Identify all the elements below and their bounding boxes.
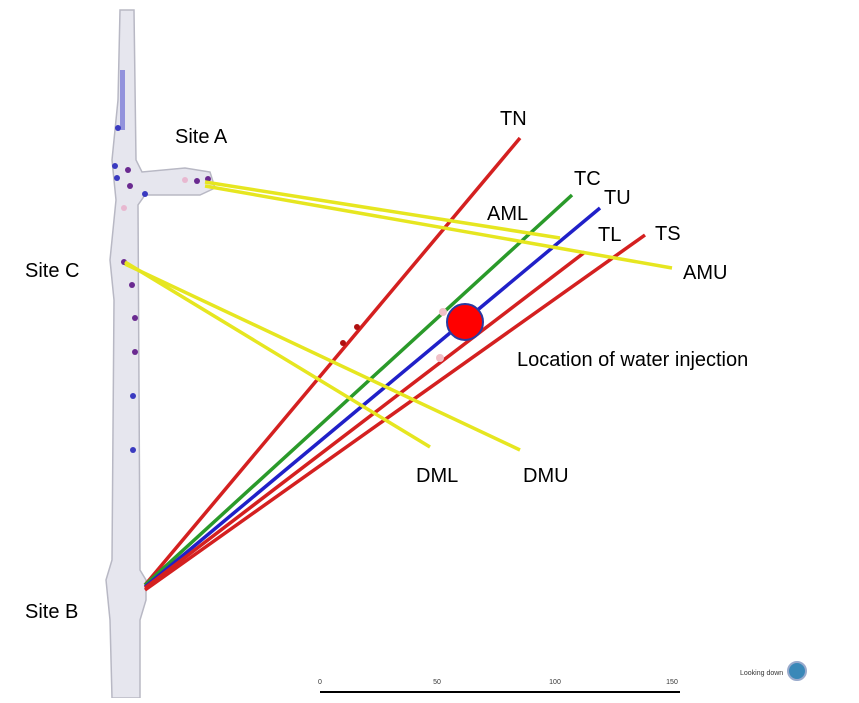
site-label: Site C — [25, 260, 79, 282]
borehole-tl — [145, 252, 585, 588]
borehole-dml — [125, 262, 430, 447]
borehole-label: TN — [500, 108, 527, 130]
scale-bar: 0 50 100 150 Looking down — [318, 662, 806, 692]
site-label: Site A — [175, 126, 228, 148]
borehole-label: AML — [487, 203, 528, 225]
borehole-label: TS — [655, 223, 681, 245]
diagram: Site A Site C Site B TN TC TU AML TL TS … — [0, 0, 859, 698]
scale-tick: 100 — [549, 679, 561, 686]
site-label: Site B — [25, 601, 78, 623]
borehole-label: DMU — [523, 465, 569, 487]
borehole-tu — [145, 208, 600, 587]
sensor — [436, 354, 444, 362]
borehole-label: DML — [416, 465, 458, 487]
sensor — [439, 308, 447, 316]
borehole-label: AMU — [683, 262, 727, 284]
tunnel — [106, 10, 215, 698]
scale-tick: 50 — [433, 679, 441, 686]
injection-point — [447, 304, 483, 340]
scale-tick: 0 — [318, 679, 322, 686]
sensor — [354, 324, 360, 330]
scale-tick: 150 — [666, 679, 678, 686]
borehole-label: TL — [598, 224, 621, 246]
compass — [788, 662, 806, 680]
view-label: Looking down — [740, 670, 783, 677]
sensor — [340, 340, 346, 346]
borehole-label: TC — [574, 168, 601, 190]
borehole-tc — [145, 195, 572, 585]
borehole-label: TU — [604, 187, 631, 209]
annotation: Location of water injection — [517, 349, 748, 371]
